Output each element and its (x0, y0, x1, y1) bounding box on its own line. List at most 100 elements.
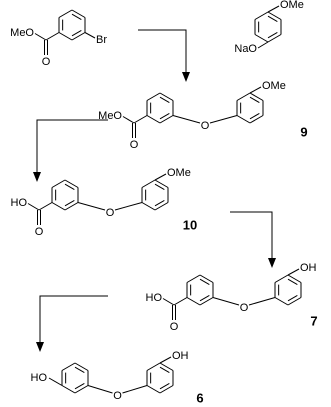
bond (71, 29, 82, 37)
bond (159, 92, 174, 101)
bond (267, 11, 282, 20)
arrow-head (33, 172, 41, 182)
atom-label: Br (96, 34, 107, 46)
compound-number: 10 (183, 217, 197, 232)
bond (159, 385, 174, 394)
bond (249, 112, 260, 120)
atom-label: OMe (280, 0, 304, 11)
bond (87, 385, 113, 394)
arrow-head (268, 258, 276, 268)
bond (34, 33, 47, 41)
bond (249, 92, 264, 101)
compound-number: 9 (300, 124, 307, 139)
bond (199, 297, 214, 306)
bond (64, 179, 79, 188)
bond (186, 274, 201, 283)
atom-label: OMe (262, 80, 286, 92)
atom-label: MeO (10, 27, 34, 39)
bond (74, 366, 85, 374)
arrow (138, 29, 187, 76)
atom-label: O (170, 321, 179, 333)
arrow (230, 211, 273, 262)
atom-label: OMe (167, 167, 191, 179)
bond (267, 31, 278, 39)
atom-label: HO (31, 372, 48, 384)
bond (212, 297, 240, 306)
bond (146, 92, 161, 101)
bond (159, 115, 174, 124)
bond (254, 11, 269, 20)
bond (249, 115, 264, 124)
bond (122, 116, 135, 124)
atom-label: O (130, 139, 139, 151)
bond (267, 5, 280, 13)
bond (159, 356, 172, 364)
bond (159, 366, 170, 374)
bond (58, 32, 73, 41)
bond (236, 115, 251, 124)
bond (254, 34, 269, 43)
arrow (39, 295, 108, 346)
bond (287, 294, 298, 302)
bond (287, 297, 302, 306)
bond (154, 173, 167, 181)
bond (199, 278, 210, 286)
bond (38, 202, 53, 211)
bond (71, 13, 82, 21)
bond (84, 32, 96, 39)
atom-label: HO (146, 292, 163, 304)
bond (257, 41, 269, 49)
bond (173, 297, 188, 306)
bond (154, 199, 165, 207)
bond (199, 294, 210, 302)
atom-label: OH (172, 350, 189, 362)
bond (287, 268, 300, 276)
arrow-head (182, 72, 190, 82)
bond (141, 202, 156, 211)
bond (71, 9, 86, 18)
bond (48, 377, 63, 386)
bond (154, 202, 169, 211)
bond (77, 202, 106, 211)
bond (61, 385, 76, 394)
bond (287, 278, 298, 286)
bond (122, 385, 148, 394)
bond (159, 362, 174, 371)
atom-label: O (42, 56, 51, 68)
bond (199, 274, 214, 283)
bond (51, 179, 66, 188)
bond (186, 297, 201, 306)
bond (27, 203, 40, 211)
bond (64, 183, 75, 191)
arrows (33, 29, 276, 352)
bond (146, 385, 161, 394)
bond (159, 112, 170, 120)
atom-label: O (113, 390, 122, 402)
bond (146, 115, 161, 124)
bond (236, 92, 251, 101)
bond (114, 202, 143, 211)
bond (267, 15, 278, 23)
bond (159, 382, 170, 390)
arrow-head (36, 342, 44, 352)
compound-number: 7 (310, 313, 317, 328)
atom-label: MeO (98, 110, 122, 122)
bond (45, 32, 60, 41)
atom-label: OH (300, 262, 317, 274)
bond (74, 385, 89, 394)
bond (74, 362, 89, 371)
bond (248, 297, 276, 306)
bond (274, 297, 289, 306)
atom-label: NaO (234, 43, 257, 55)
bond (58, 9, 73, 18)
atom-label: O (240, 302, 249, 314)
bond (274, 274, 289, 283)
bond (172, 115, 201, 124)
arrow (36, 119, 108, 176)
bond (133, 115, 148, 124)
bond (141, 179, 156, 188)
bond (249, 86, 262, 94)
atom-label: O (106, 207, 115, 219)
bond (64, 202, 79, 211)
